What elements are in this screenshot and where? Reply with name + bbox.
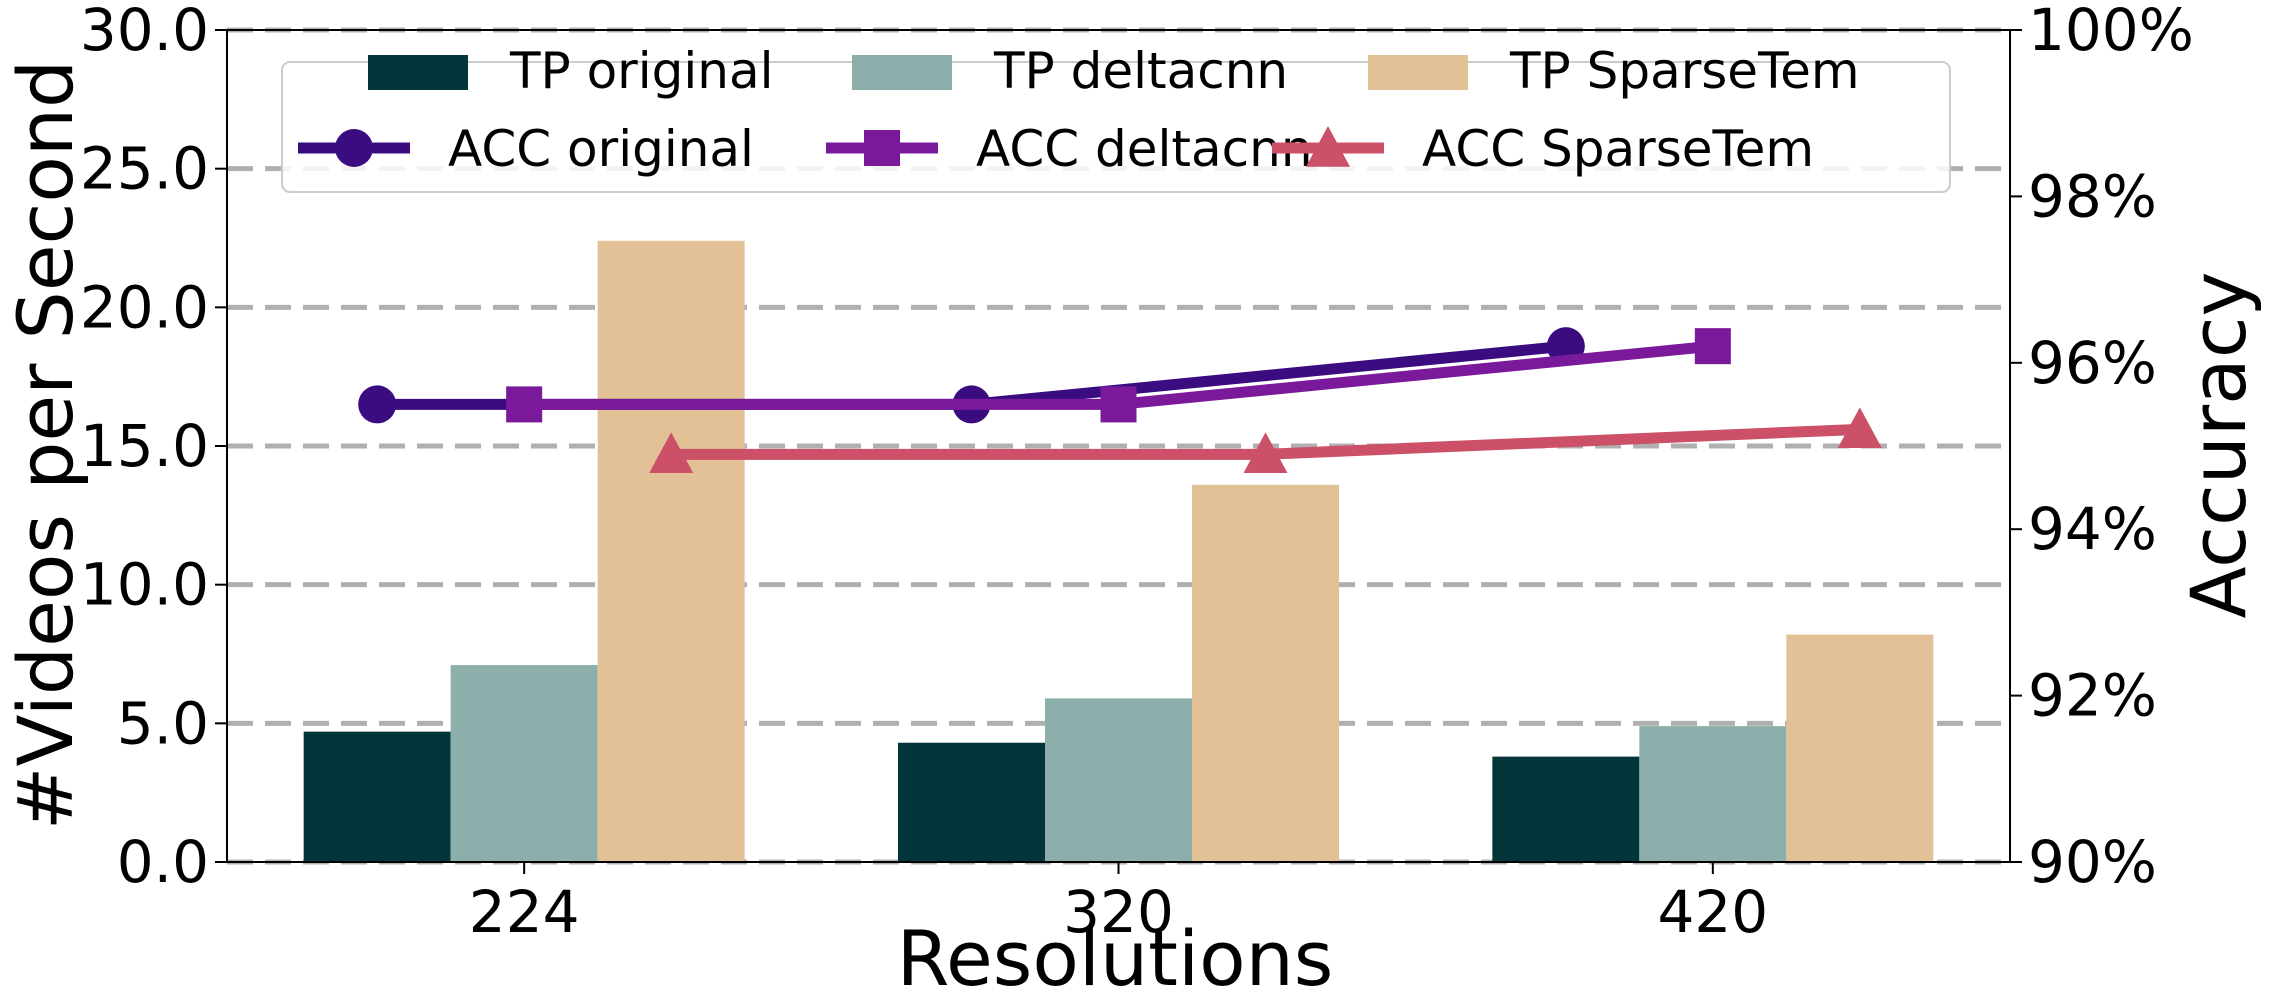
legend-label-tp-sparsetem: TP SparseTem (1509, 42, 1860, 100)
legend-label-acc-sparsetem: ACC SparseTem (1422, 120, 1814, 178)
bar-tp-original (898, 742, 1045, 862)
y2-tick-label: 94% (2028, 495, 2157, 563)
marker-acc-deltacnn (1694, 328, 1731, 365)
y-tick-label: 0.0 (117, 828, 209, 896)
y-tick-label: 10.0 (80, 551, 209, 619)
y-tick-label: 15.0 (80, 412, 209, 480)
x-tick-label: 320 (1063, 878, 1174, 946)
bar-tp-deltacnn (450, 665, 598, 862)
y2-tick-label: 96% (2028, 329, 2157, 397)
y2-tick-label: 92% (2028, 662, 2157, 730)
legend-box (281, 61, 1951, 193)
marker-acc-sparsetem (649, 432, 694, 474)
y2-tick-label: 98% (2028, 162, 2157, 230)
y2-tick-label: 100% (2028, 0, 2194, 64)
legend: TP original TP deltacnn TP SparseTem ACC or… (281, 42, 1951, 193)
y-tick-label: 25.0 (80, 135, 209, 203)
marker-acc-deltacnn (1100, 386, 1137, 423)
legend-label-tp-deltacnn: TP deltacnn (993, 42, 1288, 100)
marker-acc-sparsetem (1837, 407, 1882, 449)
bar-tp-sparsetem (1192, 484, 1339, 862)
marker-acc-original (358, 385, 397, 424)
legend-label-acc-original: ACC original (448, 120, 754, 178)
x-axis-title: Resolutions (897, 914, 1334, 1000)
legend-swatch-tp-original (368, 55, 468, 90)
y-tick-label: 20.0 (80, 273, 209, 341)
legend-label-acc-deltacnn: ACC deltacnn (976, 120, 1313, 178)
y2-tick-label: 90% (2028, 828, 2157, 896)
bar-tp-deltacnn (1045, 698, 1192, 862)
bar-tp-sparsetem (597, 240, 745, 863)
legend-swatch-tp-sparsetem (1368, 55, 1468, 90)
y-tick-label: 5.0 (117, 689, 209, 757)
tick-labels: 0.0 5.0 10.0 15.0 20.0 25.0 30.0 90% 92% 94% 96% 98… (80, 0, 2194, 946)
axes (215, 29, 2022, 874)
y-tick-label: 30.0 (80, 0, 209, 64)
bar-series (303, 240, 1934, 863)
marker-acc-sparsetem (1243, 432, 1288, 474)
bar-tp-original (303, 731, 451, 862)
bar-tp-original (1492, 756, 1640, 862)
y2-axis-title: Accuracy (2174, 272, 2263, 619)
legend-marker-acc-original (335, 129, 373, 167)
x-tick-label: 224 (469, 878, 580, 946)
x-tick-label: 420 (1657, 878, 1768, 946)
y-axis-title: #Videos per Second (1, 60, 90, 830)
marker-acc-deltacnn (506, 386, 543, 423)
bar-tp-deltacnn (1639, 726, 1787, 862)
line-series (358, 327, 1882, 474)
legend-marker-acc-deltacnn (864, 130, 900, 166)
legend-label-tp-original: TP original (509, 42, 773, 100)
legend-swatch-tp-deltacnn (852, 55, 952, 90)
bar-tp-sparsetem (1786, 634, 1934, 862)
legend-marker-acc-sparsetem (1306, 126, 1350, 167)
